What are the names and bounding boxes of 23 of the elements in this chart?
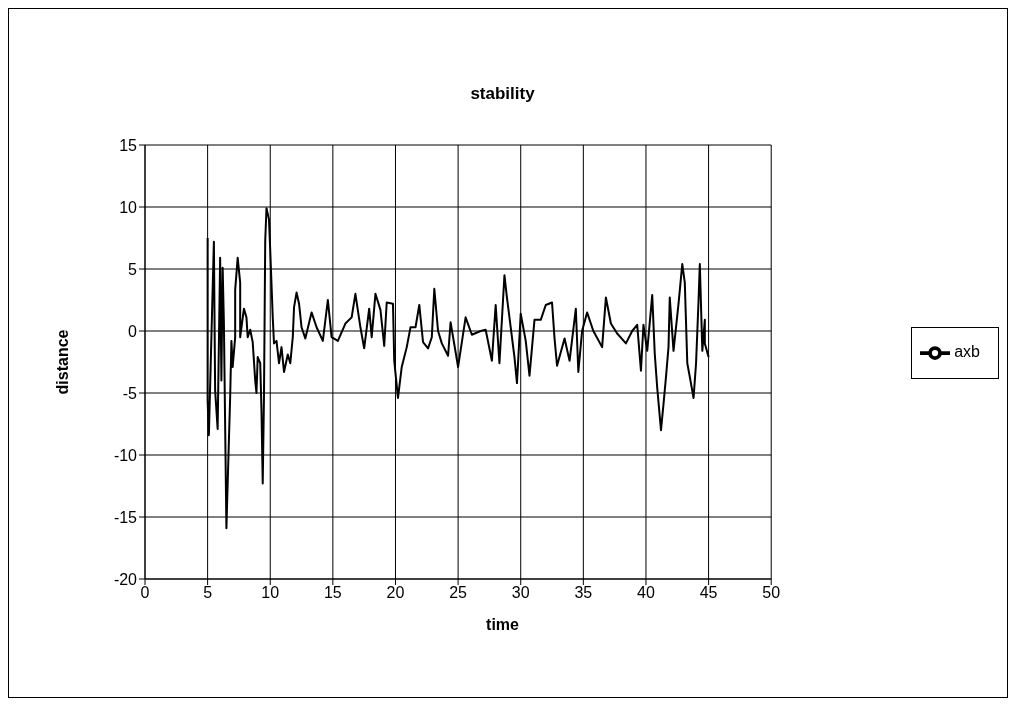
x-tick-label: 0 xyxy=(140,584,150,602)
x-tick-label: 30 xyxy=(511,584,530,602)
x-tick-label: 10 xyxy=(261,584,280,602)
y-tick-label: 5 xyxy=(128,260,138,278)
x-axis-title: time xyxy=(485,616,520,634)
x-tick-label: 35 xyxy=(574,584,593,602)
x-tick-label: 45 xyxy=(699,584,718,602)
y-axis-title: distance xyxy=(54,329,72,395)
y-tick-label: 10 xyxy=(119,198,138,216)
y-tick-label: -20 xyxy=(113,570,138,588)
chart-title: stability xyxy=(469,84,536,104)
y-tick-label: 15 xyxy=(119,136,138,154)
legend-label: axb xyxy=(954,343,980,361)
x-tick-label: 25 xyxy=(449,584,468,602)
y-tick-label: -5 xyxy=(122,384,138,402)
y-tick-label: 0 xyxy=(128,322,138,340)
x-tick-label: 5 xyxy=(203,584,213,602)
x-tick-label: 15 xyxy=(323,584,342,602)
y-tick-label: -10 xyxy=(113,446,138,464)
x-tick-label: 20 xyxy=(386,584,405,602)
x-tick-label: 40 xyxy=(637,584,655,602)
y-tick-label: -15 xyxy=(113,508,138,526)
x-tick-label: 50 xyxy=(762,584,781,602)
